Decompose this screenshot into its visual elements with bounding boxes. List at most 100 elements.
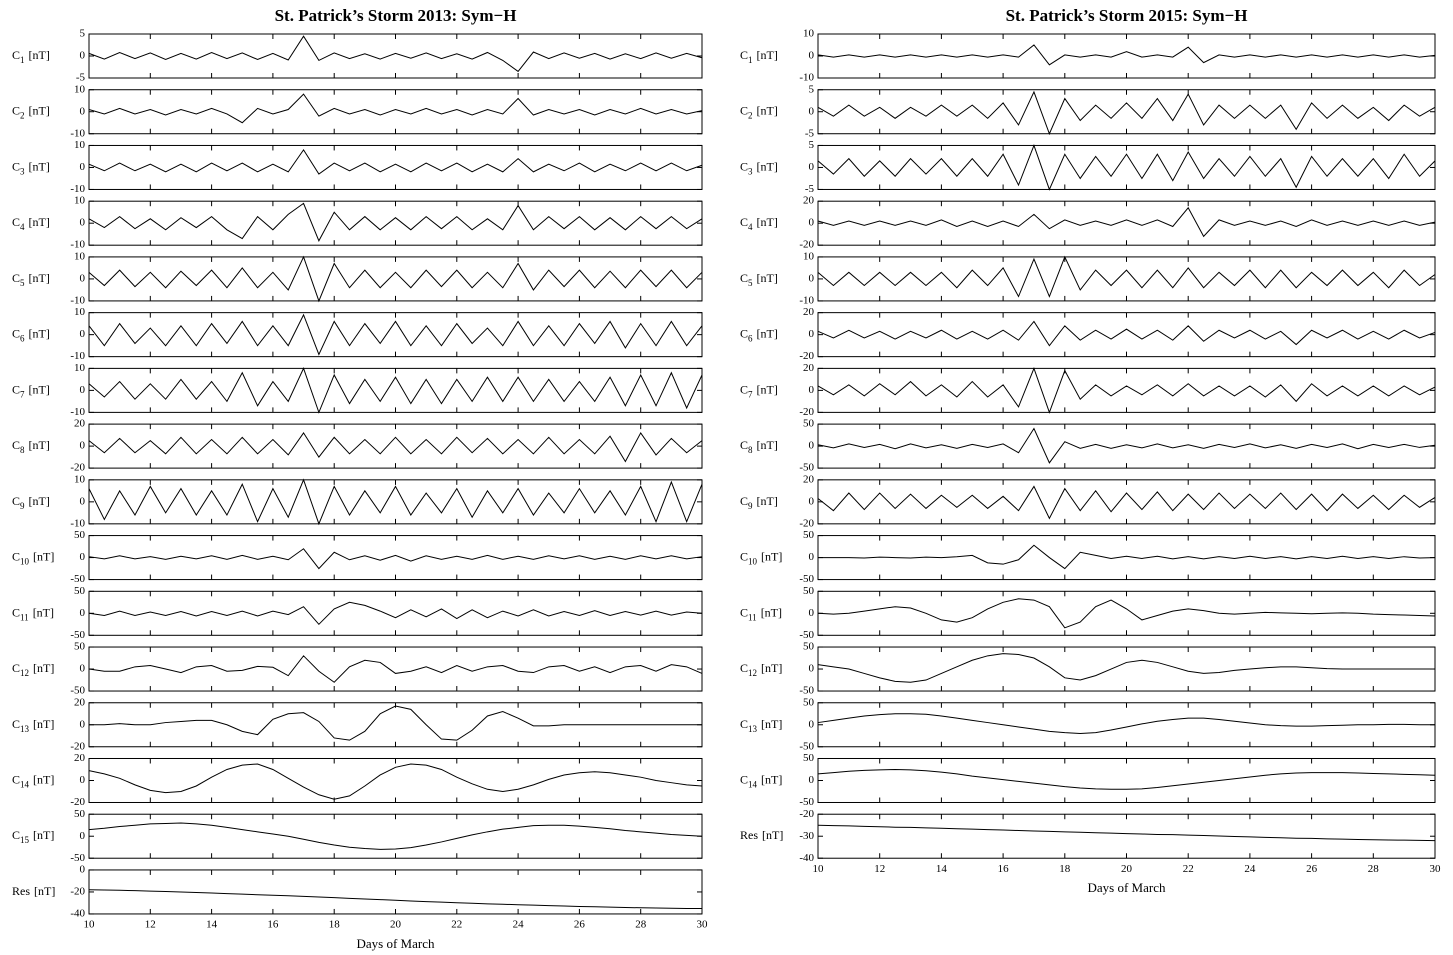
x-tick-label: 22 (451, 918, 462, 930)
y-axis-label: C4 [nT] (12, 215, 50, 232)
y-tick-label: 0 (80, 50, 86, 62)
y-tick-label: -50 (799, 740, 814, 752)
y-tick-label: -50 (799, 685, 814, 697)
panel-frame (88, 33, 703, 79)
signal-line (817, 90, 1436, 136)
y-label-subscript: 14 (748, 780, 758, 790)
y-axis-label: C10 [nT] (740, 549, 782, 566)
signal-line (88, 478, 703, 526)
signal-line (88, 313, 703, 356)
y-label-subscript: 5 (20, 278, 25, 288)
x-tick-label: 28 (635, 918, 647, 930)
signal-line (817, 768, 1436, 790)
y-label-unit: [nT] (761, 717, 782, 731)
signal-line (817, 366, 1436, 414)
y-axis-label: C2 [nT] (12, 103, 50, 120)
y-tick-label: -20 (799, 239, 814, 251)
y-axis-label: C5 [nT] (740, 271, 778, 288)
y-label-subscript: 11 (748, 612, 757, 622)
y-axis-label: C7 [nT] (740, 382, 778, 399)
panel-frame (88, 256, 703, 302)
y-tick-label: -50 (70, 685, 85, 697)
y-tick-label: -10 (799, 72, 814, 84)
signal-line (88, 601, 703, 626)
y-tick-label: 20 (803, 473, 815, 485)
x-axis-label: Days of March (357, 936, 435, 951)
y-tick-label: -50 (70, 629, 85, 641)
y-label-unit: [nT] (761, 605, 782, 619)
panel-frame (88, 590, 703, 636)
y-tick-label: 0 (80, 663, 86, 675)
y-tick-label: -50 (799, 796, 814, 808)
y-axis-label: C14 [nT] (740, 772, 782, 789)
y-label-unit: [nT] (29, 103, 50, 117)
panel-frame (817, 144, 1436, 190)
y-tick-label: 0 (80, 718, 86, 730)
y-axis-label: C1 [nT] (740, 48, 778, 65)
y-axis-label: C6 [nT] (740, 326, 778, 343)
y-tick-label: -50 (70, 852, 85, 864)
y-label-symbol: C (740, 382, 748, 396)
y-label-unit: [nT] (29, 326, 50, 340)
y-axis-label: C9 [nT] (740, 494, 778, 511)
y-axis-label: C12 [nT] (12, 661, 54, 678)
y-label-unit: [nT] (761, 772, 782, 786)
y-tick-label: 10 (74, 306, 86, 318)
y-label-unit: [nT] (33, 772, 54, 786)
signal-line (818, 544, 1436, 570)
y-tick-label: -20 (70, 885, 85, 897)
y-tick-label: 10 (74, 139, 86, 151)
y-tick-label: 0 (80, 161, 86, 173)
signal-line (817, 598, 1436, 629)
y-tick-label: 50 (803, 585, 815, 597)
chart-title: St. Patrick’s Storm 2015: Sym−H (1006, 6, 1248, 25)
y-tick-label: -40 (799, 852, 814, 864)
x-tick-label: 18 (1059, 863, 1071, 875)
y-label-subscript: 8 (748, 445, 753, 455)
panel-frame (817, 312, 1436, 358)
y-tick-label: 0 (809, 774, 815, 786)
panel-frame (817, 423, 1436, 469)
y-tick-label: 10 (803, 250, 815, 262)
y-tick-label: 0 (80, 217, 86, 229)
signal-line (817, 713, 1435, 735)
y-tick-label: -50 (799, 462, 814, 474)
y-label-symbol: C (12, 382, 20, 396)
y-axis-label: C8 [nT] (12, 438, 50, 455)
y-tick-label: -10 (70, 239, 85, 251)
x-tick-label: 20 (1121, 863, 1133, 875)
y-label-subscript: 2 (748, 111, 753, 121)
panel-frame (88, 535, 703, 581)
signal-line (88, 431, 703, 463)
y-axis-label: C10 [nT] (12, 549, 54, 566)
y-label-unit: [nT] (33, 661, 54, 675)
y-tick-label: 0 (809, 607, 815, 619)
signal-line (817, 824, 1436, 842)
y-tick-label: 0 (80, 384, 86, 396)
y-tick-label: 0 (80, 105, 86, 117)
y-tick-label: 5 (809, 83, 815, 95)
y-tick-label: -10 (70, 127, 85, 139)
signal-line (88, 202, 703, 242)
y-label-unit: [nT] (29, 494, 50, 508)
y-label-symbol: C (740, 494, 748, 508)
y-tick-label: 10 (74, 250, 86, 262)
y-label-unit: [nT] (33, 717, 54, 731)
y-label-subscript: 4 (20, 222, 25, 232)
panel-frame (88, 757, 703, 803)
x-axis-label: Days of March (1088, 880, 1166, 895)
y-tick-label: 0 (80, 774, 86, 786)
y-tick-label: -50 (799, 629, 814, 641)
y-label-symbol: Res (740, 828, 758, 842)
x-tick-label: 14 (936, 863, 948, 875)
signal-line (88, 763, 703, 800)
y-tick-label: 0 (80, 272, 86, 284)
y-tick-label: 0 (809, 663, 815, 675)
signal-line (817, 320, 1436, 347)
y-axis-label: C2 [nT] (740, 103, 778, 120)
x-tick-label: 16 (998, 863, 1010, 875)
signal-line (88, 148, 703, 175)
y-label-unit: [nT] (757, 438, 778, 452)
y-label-unit: [nT] (34, 884, 55, 898)
y-axis-label: C4 [nT] (740, 215, 778, 232)
